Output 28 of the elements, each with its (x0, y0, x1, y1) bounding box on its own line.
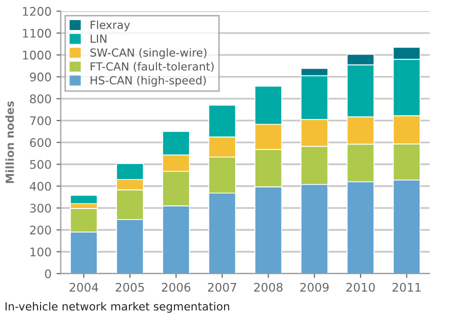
x-tick-label: 2010 (346, 282, 375, 292)
y-tick-label: 900 (30, 72, 51, 82)
y-tick-label: 0 (44, 269, 51, 278)
legend-label: HS-CAN (high-speed) (90, 76, 206, 87)
text: In-vehicle network market segmentation (6, 302, 230, 313)
legend-label: Flexray (90, 20, 130, 32)
y-tick-label: 300 (30, 204, 51, 213)
y-tick-label: 1000 (22, 50, 51, 60)
y-tick-label: 200 (30, 226, 51, 235)
legend-label: LIN (90, 34, 106, 43)
y-tick-label: 600 (30, 138, 51, 148)
y-tick-label: 400 (30, 182, 51, 191)
legend-label: SW-CAN (single-wire) (90, 48, 206, 59)
y-tick-label: 1100 (22, 28, 51, 38)
y-tick-label: 500 (30, 160, 51, 169)
x-tick-label: 2009 (300, 282, 329, 292)
y-tick-label: 700 (30, 116, 51, 126)
y-tick-label: 800 (30, 94, 51, 104)
legend-label: FT-CAN (fault-tolerant) (90, 62, 214, 72)
y-tick-label: 100 (30, 247, 51, 256)
x-tick-label: 2008 (254, 282, 283, 292)
x-tick-label: 2006 (162, 282, 190, 292)
x-tick-label: 2011 (392, 282, 421, 292)
x-tick-label: 2007 (208, 282, 236, 292)
x-tick-label: 2004 (70, 282, 98, 292)
y-tick-label: 1200 (22, 6, 51, 16)
y-axis-title: Million nodes (5, 101, 14, 184)
x-tick-label: 2005 (116, 282, 144, 292)
